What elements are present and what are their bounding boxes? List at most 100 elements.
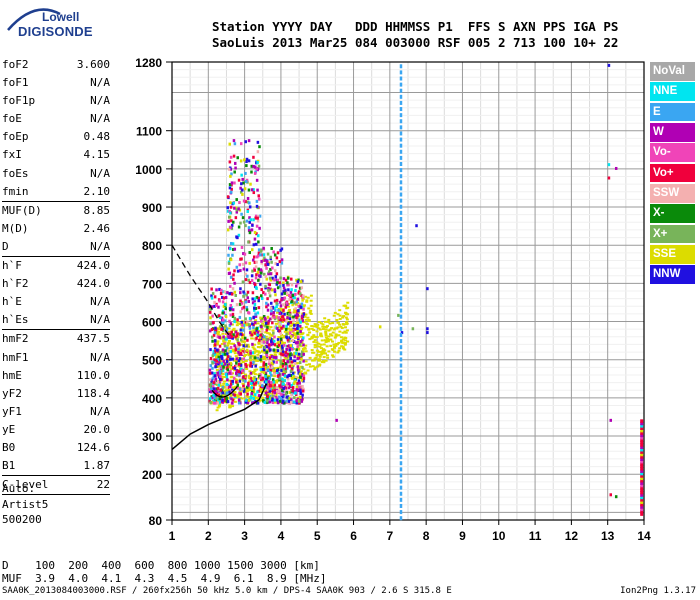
- echo-point: [343, 330, 347, 333]
- echo-point: [286, 338, 290, 342]
- parameter-list: foF2 3.600 foF1 N/A foF1p N/A foE N/A foEp 0.48 fx…: [2, 56, 111, 496]
- echo-point: [259, 268, 263, 272]
- echo-point: [229, 190, 233, 194]
- echo-point: [267, 346, 271, 350]
- echo-point: [231, 242, 235, 246]
- echo-point: [253, 343, 257, 346]
- echo-point: [242, 388, 246, 392]
- echo-point: [266, 396, 269, 400]
- echo-point: [257, 278, 260, 282]
- echo-point: [224, 332, 228, 335]
- echo-point: [266, 297, 269, 301]
- echo-point: [296, 335, 300, 339]
- echo-point: [230, 292, 234, 296]
- echo-point: [223, 290, 227, 294]
- echo-point: [320, 339, 324, 342]
- echo-point: [216, 332, 220, 335]
- echo-point: [272, 372, 276, 376]
- echo-point: [260, 390, 264, 393]
- echo-point: [238, 379, 242, 383]
- echo-point: [331, 355, 335, 358]
- echo-point: [277, 329, 280, 333]
- echo-point: [230, 223, 234, 227]
- echo-point: [640, 433, 644, 438]
- echo-point: [220, 372, 224, 375]
- param-value: N/A: [90, 313, 110, 327]
- echo-point: [260, 399, 264, 402]
- echo-point: [254, 312, 258, 316]
- dotted-line-segment: [399, 418, 403, 423]
- echo-point: [259, 386, 263, 390]
- echo-point: [233, 316, 237, 320]
- echo-point: [280, 390, 284, 394]
- echo-point: [238, 315, 242, 319]
- echo-point: [293, 355, 296, 359]
- echo-point: [341, 322, 345, 325]
- echo-point: [415, 224, 418, 228]
- echo-point: [340, 345, 344, 348]
- echo-point: [281, 350, 285, 354]
- echo-point: [228, 365, 232, 369]
- echo-point: [229, 275, 233, 279]
- echo-point: [333, 346, 337, 349]
- echo-point: [334, 335, 338, 338]
- echo-point: [244, 171, 247, 175]
- echo-point: [268, 359, 271, 363]
- dotted-line-segment: [399, 455, 403, 460]
- echo-point: [299, 340, 303, 344]
- echo-point: [231, 382, 234, 386]
- echo-point: [607, 163, 611, 167]
- echo-point: [331, 354, 335, 357]
- echo-point: [244, 400, 248, 404]
- echo-point: [218, 363, 222, 367]
- param-row: foF1 N/A: [2, 74, 110, 92]
- echo-point: [222, 389, 226, 392]
- echo-point: [240, 320, 243, 324]
- echo-point: [607, 63, 611, 67]
- echo-point: [327, 335, 331, 338]
- echo-point: [640, 502, 644, 507]
- echo-point: [290, 324, 294, 327]
- echo-point: [263, 365, 267, 369]
- param-value: 4.15: [83, 148, 111, 162]
- echo-point: [257, 306, 261, 310]
- echo-point: [297, 352, 301, 356]
- echo-point: [259, 346, 263, 349]
- echo-point: [304, 295, 308, 298]
- echo-point: [230, 375, 234, 378]
- echo-point: [282, 367, 285, 371]
- echo-point: [426, 327, 429, 331]
- echo-point: [223, 337, 227, 341]
- param-row: h`E N/A: [2, 293, 110, 311]
- echo-point: [260, 296, 264, 300]
- echo-point: [230, 372, 233, 376]
- echo-point: [609, 493, 613, 497]
- echo-point: [273, 278, 276, 282]
- echo-point: [255, 255, 259, 259]
- echo-point: [221, 300, 225, 304]
- echo-point: [288, 339, 291, 343]
- echo-point: [252, 329, 256, 332]
- param-name: D: [2, 239, 9, 253]
- echo-point: [233, 247, 237, 251]
- echo-point: [309, 312, 313, 315]
- echo-point: [640, 478, 644, 483]
- echo-point: [210, 379, 213, 383]
- param-value: N/A: [90, 350, 110, 364]
- echo-point: [296, 354, 300, 357]
- echo-point: [302, 379, 305, 383]
- dotted-line-segment: [399, 161, 403, 166]
- param-value: N/A: [90, 76, 110, 90]
- echo-point: [222, 398, 226, 402]
- echo-point: [260, 360, 264, 363]
- echo-point: [296, 356, 299, 360]
- echo-point: [258, 145, 261, 149]
- echo-point: [274, 308, 277, 312]
- echo-point: [229, 258, 233, 262]
- echo-point: [341, 338, 345, 341]
- echo-point: [269, 306, 273, 310]
- echo-point: [242, 323, 246, 327]
- echo-point: [252, 258, 255, 262]
- param-row: B0 124.6: [2, 439, 110, 457]
- echo-point: [241, 188, 244, 192]
